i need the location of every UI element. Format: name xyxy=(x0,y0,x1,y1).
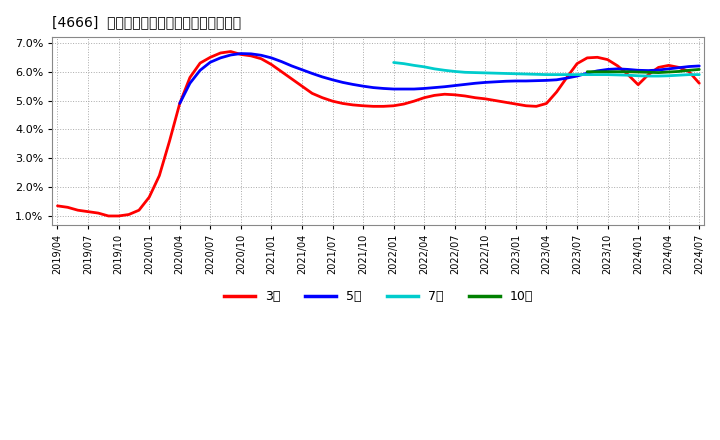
Line: 7年: 7年 xyxy=(394,62,699,76)
3年 xyxy=(104,213,113,219)
10年 xyxy=(603,69,612,74)
5年 xyxy=(695,63,703,69)
7年 xyxy=(390,60,398,65)
10年 xyxy=(613,69,622,74)
7年 xyxy=(654,73,663,79)
5年 xyxy=(176,101,184,106)
5年 xyxy=(369,85,377,90)
3年 xyxy=(145,194,153,200)
7年 xyxy=(491,70,500,76)
3年 xyxy=(430,93,438,98)
7年 xyxy=(634,73,642,78)
7年 xyxy=(552,72,561,77)
7年 xyxy=(481,70,490,76)
10年 xyxy=(593,69,602,74)
7年 xyxy=(562,72,571,77)
7年 xyxy=(603,72,612,77)
10年 xyxy=(624,69,632,74)
Line: 10年: 10年 xyxy=(588,70,699,73)
3年 xyxy=(390,103,398,108)
7年 xyxy=(583,72,592,77)
10年 xyxy=(654,70,663,75)
7年 xyxy=(572,72,581,77)
5年 xyxy=(665,66,673,71)
7年 xyxy=(451,69,459,74)
7年 xyxy=(420,64,428,70)
10年 xyxy=(644,70,652,75)
5年 xyxy=(501,79,510,84)
7年 xyxy=(613,72,622,77)
10年 xyxy=(665,70,673,75)
7年 xyxy=(685,72,693,77)
7年 xyxy=(542,72,551,77)
5年 xyxy=(522,78,531,84)
10年 xyxy=(675,69,683,74)
3年 xyxy=(53,203,62,209)
3年 xyxy=(695,81,703,86)
7年 xyxy=(410,63,418,68)
7年 xyxy=(461,70,469,75)
Line: 3年: 3年 xyxy=(58,51,699,216)
7年 xyxy=(501,71,510,76)
Text: [4666]  経常利益マージンの標準偏差の推移: [4666] 経常利益マージンの標準偏差の推移 xyxy=(53,15,241,29)
7年 xyxy=(430,66,438,71)
7年 xyxy=(512,71,521,77)
7年 xyxy=(644,73,652,79)
7年 xyxy=(593,72,602,77)
3年 xyxy=(338,101,347,106)
5年 xyxy=(216,55,225,61)
7年 xyxy=(522,71,531,77)
5年 xyxy=(430,85,438,90)
7年 xyxy=(400,61,408,66)
7年 xyxy=(695,72,703,77)
10年 xyxy=(583,69,592,74)
7年 xyxy=(532,72,541,77)
Legend: 3年, 5年, 7年, 10年: 3年, 5年, 7年, 10年 xyxy=(218,286,539,308)
10年 xyxy=(685,68,693,73)
3年 xyxy=(226,49,235,54)
10年 xyxy=(695,67,703,72)
Line: 5年: 5年 xyxy=(180,54,699,103)
5年 xyxy=(237,51,246,56)
3年 xyxy=(491,98,500,103)
7年 xyxy=(471,70,480,75)
7年 xyxy=(624,73,632,78)
10年 xyxy=(634,70,642,75)
3年 xyxy=(481,96,490,102)
7年 xyxy=(675,73,683,78)
7年 xyxy=(665,73,673,78)
7年 xyxy=(440,68,449,73)
